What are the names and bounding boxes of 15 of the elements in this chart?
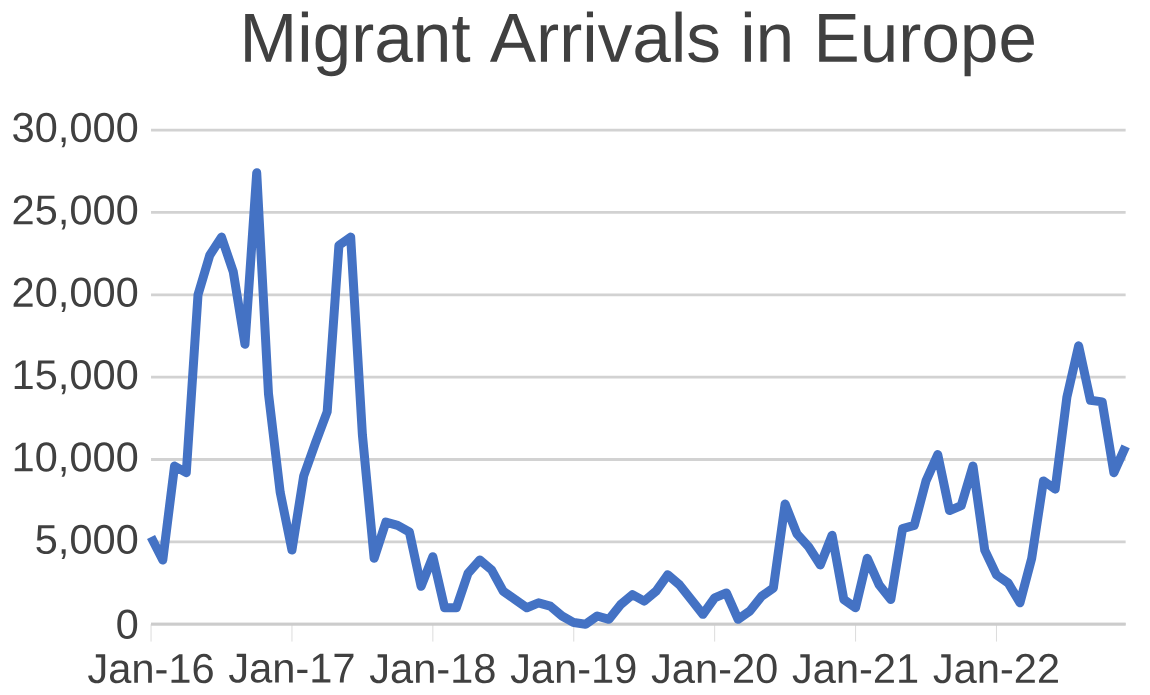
y-tick-label: 30,000 — [13, 112, 138, 148]
x-tick-label: Jan-21 — [792, 653, 918, 684]
x-tick-label: Jan-17 — [229, 653, 354, 683]
x-tick-label: Jan-20 — [651, 653, 777, 684]
x-tick-label: Jan-18 — [369, 653, 495, 684]
y-tick-label: 15,000 — [14, 360, 138, 395]
x-tick-label: Jan-22 — [933, 653, 1058, 684]
chart-title: Migrant Arrivals in Europe — [245, 11, 1034, 77]
y-tick-label: 5,000 — [36, 524, 138, 560]
y-tick-label: 10,000 — [14, 442, 138, 477]
y-tick-label: 0 — [117, 609, 138, 640]
y-tick-label: 25,000 — [13, 195, 138, 230]
x-tick-label: Jan-19 — [510, 653, 636, 684]
y-tick-label: 20,000 — [13, 277, 138, 313]
x-tick-label: Jan-16 — [88, 653, 213, 684]
